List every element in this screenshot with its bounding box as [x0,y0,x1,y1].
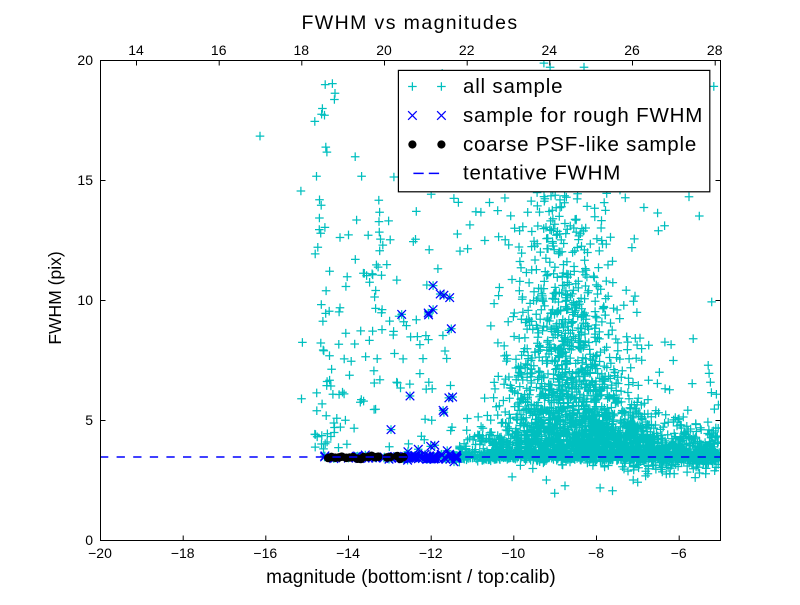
svg-text:26: 26 [624,42,640,58]
svg-text:−20: −20 [88,545,112,561]
svg-text:18: 18 [294,42,310,58]
svg-text:sample for rough FWHM: sample for rough FWHM [463,104,703,127]
svg-text:0: 0 [85,532,93,548]
svg-text:5: 5 [85,412,93,428]
svg-text:−10: −10 [501,545,525,561]
svg-text:magnitude (bottom:isnt / top:c: magnitude (bottom:isnt / top:calib) [266,567,556,588]
svg-text:28: 28 [707,42,723,58]
svg-text:−6: −6 [671,545,687,561]
svg-text:15: 15 [77,172,93,188]
svg-text:coarse PSF-like sample: coarse PSF-like sample [463,133,697,156]
svg-text:24: 24 [542,42,558,58]
svg-text:−12: −12 [419,545,443,561]
svg-text:FWHM (pix): FWHM (pix) [45,251,65,344]
svg-text:16: 16 [211,42,227,58]
svg-text:−8: −8 [588,545,604,561]
svg-text:−18: −18 [171,545,195,561]
svg-text:14: 14 [128,42,144,58]
svg-text:20: 20 [376,42,392,58]
svg-text:all sample: all sample [463,75,563,98]
svg-text:22: 22 [459,42,475,58]
svg-text:−16: −16 [253,545,277,561]
svg-text:20: 20 [77,52,93,68]
svg-text:10: 10 [77,292,93,308]
svg-text:FWHM vs magnitudes: FWHM vs magnitudes [302,12,519,34]
svg-text:−14: −14 [336,545,360,561]
svg-text:tentative FWHM: tentative FWHM [463,162,621,185]
